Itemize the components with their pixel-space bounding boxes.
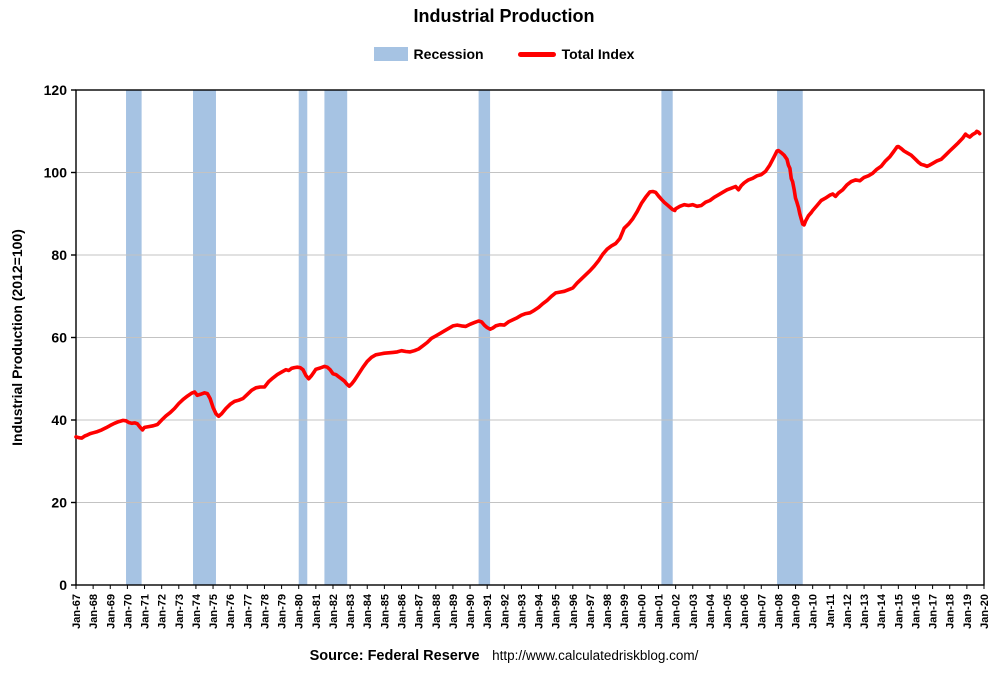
chart-legend: Recession Total Index xyxy=(0,46,1008,62)
chart-footer: Source: Federal Reserve http://www.calcu… xyxy=(0,647,1008,665)
x-tick-label: Jan-99 xyxy=(619,594,631,629)
x-tick-label: Jan-04 xyxy=(705,593,717,629)
x-tick-label: Jan-94 xyxy=(534,593,546,629)
y-tick-label: 100 xyxy=(44,165,68,181)
x-tick-label: Jan-20 xyxy=(979,594,991,629)
x-tick-label: Jan-74 xyxy=(191,593,203,629)
x-tick-label: Jan-71 xyxy=(140,594,152,629)
x-tick-label: Jan-70 xyxy=(122,594,134,629)
x-tick-label: Jan-00 xyxy=(636,594,648,629)
x-tick-label: Jan-84 xyxy=(362,593,374,629)
x-tick-label: Jan-93 xyxy=(516,594,528,629)
y-tick-label: 40 xyxy=(51,412,67,428)
y-tick-label: 120 xyxy=(44,82,68,98)
y-tick-label: 20 xyxy=(51,495,67,511)
x-tick-label: Jan-69 xyxy=(105,594,117,629)
x-tick-label: Jan-81 xyxy=(311,594,323,629)
x-tick-label: Jan-18 xyxy=(945,594,957,629)
x-tick-label: Jan-96 xyxy=(568,594,580,629)
x-tick-label: Jan-05 xyxy=(722,594,734,629)
x-tick-label: Jan-82 xyxy=(328,594,340,629)
x-tick-label: Jan-83 xyxy=(345,594,357,629)
x-tick-label: Jan-76 xyxy=(225,594,237,629)
legend-entry-total-index: Total Index xyxy=(517,46,635,62)
x-tick-label: Jan-03 xyxy=(688,594,700,629)
x-tick-label: Jan-89 xyxy=(448,594,460,629)
y-tick-label: 80 xyxy=(51,247,67,263)
x-tick-label: Jan-67 xyxy=(71,594,83,629)
x-tick-label: Jan-98 xyxy=(602,594,614,629)
x-tick-label: Jan-88 xyxy=(431,594,443,629)
x-tick-label: Jan-07 xyxy=(756,594,768,629)
x-tick-label: Jan-12 xyxy=(842,594,854,629)
x-tick-label: Jan-02 xyxy=(671,594,683,629)
total-index-line xyxy=(74,129,982,440)
legend-entry-recession: Recession xyxy=(373,46,484,62)
x-tick-label: Jan-14 xyxy=(876,593,888,629)
x-tick-label: Jan-19 xyxy=(962,594,974,629)
y-tick-label: 0 xyxy=(59,577,67,593)
x-tick-label: Jan-08 xyxy=(773,594,785,629)
y-tick-label: 60 xyxy=(51,330,67,346)
x-tick-label: Jan-15 xyxy=(893,594,905,629)
x-tick-label: Jan-01 xyxy=(653,594,665,629)
x-tick-label: Jan-16 xyxy=(910,594,922,629)
x-tick-label: Jan-72 xyxy=(157,594,169,629)
x-tick-label: Jan-91 xyxy=(482,594,494,629)
x-tick-label: Jan-78 xyxy=(259,594,271,629)
plot-area: 0 20 40 60 80 100 120 Jan-67 Jan-68 Jan-69 Jan-70 J… xyxy=(0,78,1008,649)
x-tick-label: Jan-90 xyxy=(465,594,477,629)
legend-label-total-index: Total Index xyxy=(561,46,635,62)
source-label: Source: Federal Reserve xyxy=(309,648,480,664)
x-tick-label: Jan-85 xyxy=(379,594,391,629)
x-tick-label: Jan-79 xyxy=(277,594,289,629)
y-axis-title: Industrial Production (2012=100) xyxy=(9,229,25,446)
x-tick-label: Jan-73 xyxy=(174,594,186,629)
x-tick-label: Jan-68 xyxy=(88,594,100,629)
x-tick-label: Jan-95 xyxy=(551,594,563,629)
legend-label-recession: Recession xyxy=(413,46,484,62)
x-tick-label: Jan-13 xyxy=(859,594,871,629)
x-tick-label: Jan-09 xyxy=(791,594,803,629)
x-tick-label: Jan-11 xyxy=(825,594,837,628)
source-url[interactable]: http://www.calculatedriskblog.com/ xyxy=(492,648,699,663)
industrial-production-line-chart: 0 20 40 60 80 100 120 Jan-67 Jan-68 Jan-69 Jan-70 J… xyxy=(9,82,991,629)
x-tick-label: Jan-80 xyxy=(294,594,306,629)
chart-title: Industrial Production xyxy=(413,6,595,26)
x-tick-label: Jan-86 xyxy=(397,594,409,629)
x-tick-label: Jan-92 xyxy=(499,594,511,629)
x-tick-label: Jan-77 xyxy=(242,594,254,629)
x-tick-label: Jan-17 xyxy=(928,594,940,629)
x-tick-label: Jan-97 xyxy=(585,594,597,629)
x-tick-label: Jan-75 xyxy=(208,594,220,629)
x-tick-label: Jan-87 xyxy=(414,594,426,629)
x-tick-label: Jan-06 xyxy=(739,594,751,629)
total-index-line-swatch xyxy=(517,51,556,57)
recession-swatch xyxy=(373,47,408,61)
x-tick-label: Jan-10 xyxy=(808,594,820,629)
